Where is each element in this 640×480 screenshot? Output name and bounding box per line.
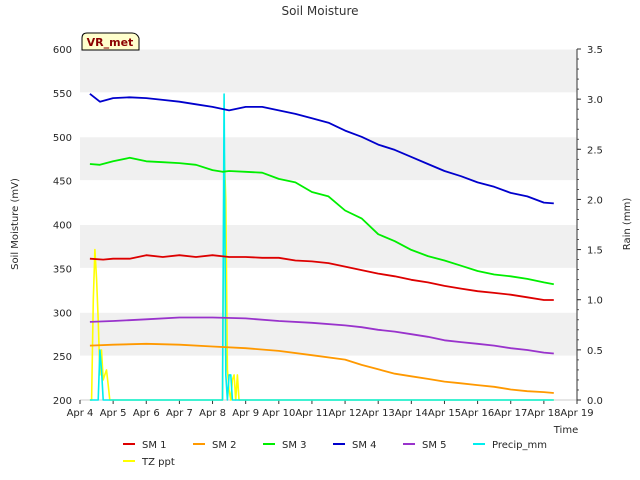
x-tick-label: Apr 6 [133, 408, 160, 419]
y-tick-label-left: 250 [53, 352, 72, 363]
legend-label-sm-2: SM 2 [212, 440, 237, 451]
y-tick-label-right: 3.5 [587, 45, 603, 56]
station-tag: VR_met [81, 32, 140, 51]
station-tag-label: VR_met [87, 36, 134, 49]
legend-label-sm-3: SM 3 [282, 440, 307, 451]
grid-band [80, 224, 577, 269]
x-tick-label: Apr 19 [560, 408, 593, 419]
x-tick-label: Apr 18 [527, 408, 560, 419]
legend-label-sm-4: SM 4 [352, 440, 377, 451]
legend: SM 1 SM 2 SM 3 SM 4 SM 5 Precip_mm TZ ppt [123, 440, 547, 468]
series-line-precip-mm [89, 93, 554, 401]
y-tick-label-right: 0.5 [587, 346, 603, 357]
y-tick-label-right: 3.0 [587, 95, 603, 106]
y-tick-label-right: 1.5 [587, 246, 603, 257]
grid-band [80, 136, 577, 181]
series-line-sm-2 [89, 342, 554, 394]
legend-label-precip-mm: Precip_mm [492, 440, 547, 451]
series-line-sm-4 [89, 93, 554, 205]
x-tick-label: Apr 13 [362, 408, 395, 419]
axes: 200 250 300 350 400 450 500 550 600 0.0 0.5 1.0 1.5 2… [53, 45, 603, 419]
x-tick-label: Apr 10 [262, 408, 295, 419]
x-tick-label: Apr 8 [199, 408, 226, 419]
legend-label-tz-ppt: TZ ppt [141, 457, 175, 468]
grid-band [80, 312, 577, 357]
x-tick-label: Apr 17 [494, 408, 527, 419]
series-line-sm-5 [89, 316, 554, 355]
grid-band [80, 356, 577, 400]
grid-band [80, 268, 577, 313]
y-axis-left-label: Soil Moisture (mV) [10, 178, 21, 270]
y-tick-label-left: 500 [53, 133, 72, 144]
y-tick-label-left: 350 [53, 264, 72, 275]
series-line-sm-3 [89, 156, 554, 286]
x-tick-label: Apr 15 [428, 408, 461, 419]
chart-title: Soil Moisture [281, 4, 358, 18]
y-tick-label-left: 400 [53, 221, 72, 232]
y-tick-label-right: 1.0 [587, 296, 603, 307]
grid-band [80, 180, 577, 225]
y-tick-label-left: 550 [53, 89, 72, 100]
legend-label-sm-1: SM 1 [142, 440, 167, 451]
y-tick-label-right: 0.0 [587, 396, 603, 407]
legend-label-sm-5: SM 5 [422, 440, 447, 451]
x-tick-label: Apr 4 [67, 408, 94, 419]
y-axis-right-label: Rain (mm) [622, 198, 633, 251]
y-tick-label-left: 200 [53, 396, 72, 407]
grid-band [80, 49, 577, 93]
y-tick-label-right: 2.5 [587, 145, 603, 156]
x-tick-label: Apr 11 [295, 408, 328, 419]
x-tick-label: Apr 16 [461, 408, 494, 419]
x-tick-label: Apr 9 [232, 408, 259, 419]
x-axis-label: Time [553, 425, 578, 436]
series-line-sm-1 [89, 254, 554, 301]
grid-bands [80, 48, 577, 401]
x-tick-label: Apr 14 [395, 408, 428, 419]
x-tick-label: Apr 5 [100, 408, 127, 419]
y-tick-label-right: 2.0 [587, 195, 603, 206]
y-tick-label-left: 300 [53, 308, 72, 319]
x-tick-label: Apr 12 [328, 408, 361, 419]
y-tick-label-left: 450 [53, 177, 72, 188]
series-layer [89, 93, 554, 401]
y-tick-label-left: 600 [53, 45, 72, 56]
x-tick-label: Apr 7 [166, 408, 193, 419]
